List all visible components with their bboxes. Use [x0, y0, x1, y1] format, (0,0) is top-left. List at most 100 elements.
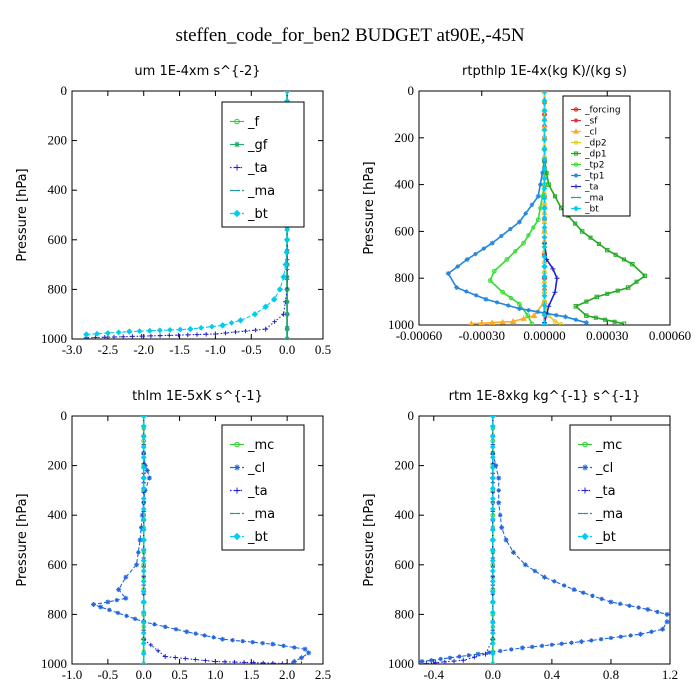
data-point: [298, 661, 304, 664]
data-point: [144, 468, 150, 474]
data-point: [529, 644, 535, 650]
data-point: [541, 263, 548, 270]
data-point: [486, 650, 492, 655]
y-tick-label: 0: [61, 408, 68, 423]
data-point: [433, 660, 438, 664]
legend: _mc _cl _ta _ma _bt: [221, 424, 305, 551]
legend: _f _gf _ta _ma _bt: [221, 101, 305, 228]
data-point: [438, 656, 443, 662]
data-point: [134, 562, 140, 568]
data-point: [270, 660, 275, 664]
series-cl: [91, 450, 312, 664]
legend-swatch-marker: [234, 141, 240, 148]
data-point: [219, 322, 226, 329]
data-point: [499, 318, 506, 325]
data-point: [508, 295, 514, 301]
data-point: [550, 266, 556, 272]
data-point: [423, 661, 429, 664]
data-point: [489, 485, 496, 492]
data-point: [140, 609, 147, 616]
data-point: [193, 657, 198, 662]
chart-panel-1: um 1E-4xm s^{-2} Pressure [hPa] -3.0 -2.5 -2…: [15, 64, 331, 357]
data-point: [156, 327, 163, 334]
data-point: [583, 320, 589, 325]
data-point: [187, 325, 194, 333]
legend-label: _f: [247, 115, 260, 130]
data-point: [636, 605, 641, 610]
data-point: [251, 310, 259, 318]
plot-frame: [71, 90, 324, 340]
data-point: [140, 454, 147, 461]
data-point: [552, 579, 557, 584]
data-point: [489, 444, 496, 450]
data-point: [493, 463, 499, 469]
legend-label: _mc: [595, 438, 622, 453]
chart-title: um 1E-4xm s^{-2}: [134, 64, 260, 79]
data-point: [584, 313, 589, 318]
data-point: [136, 328, 143, 335]
data-point: [489, 568, 496, 574]
legend-entry-f: _f: [230, 115, 260, 130]
data-point: [241, 660, 247, 664]
data-point: [283, 236, 291, 244]
data-point: [140, 640, 147, 647]
data-point: [429, 658, 434, 663]
data-point: [642, 273, 648, 279]
data-point: [306, 650, 312, 656]
data-point: [302, 646, 308, 652]
data-point: [167, 333, 172, 338]
data-point: [573, 304, 579, 309]
data-point: [521, 240, 526, 246]
y-tick-label: 800: [395, 270, 415, 285]
data-point: [457, 654, 462, 659]
data-point: [283, 91, 291, 95]
data-point: [608, 599, 614, 605]
data-point: [280, 273, 287, 281]
data-point: [212, 331, 218, 337]
legend-label: _sf: [584, 117, 598, 127]
data-point: [132, 616, 138, 622]
data-point: [271, 296, 278, 303]
data-point: [162, 654, 168, 660]
data-point: [535, 309, 541, 315]
data-point: [291, 659, 297, 664]
data-point: [634, 279, 639, 284]
data-point: [466, 653, 471, 658]
data-point: [140, 568, 147, 574]
y-tick-label: 400: [395, 507, 415, 522]
data-point: [615, 288, 620, 293]
data-point: [541, 107, 548, 114]
data-point: [184, 629, 190, 635]
legend-swatch-marker: [573, 107, 579, 112]
data-point: [212, 659, 218, 664]
data-point: [541, 204, 548, 212]
legend-swatch-marker: [573, 173, 579, 178]
chart-panel-3: thlm 1E-5xK s^{-1} Pressure [hPa] -1.0 -0.5…: [15, 389, 331, 682]
data-point: [481, 246, 487, 251]
data-point: [451, 658, 457, 664]
data-point: [541, 224, 548, 231]
x-tick-label: 0.4: [544, 667, 561, 682]
data-point: [519, 645, 525, 651]
y-axis-label: Pressure [hPa]: [15, 168, 30, 261]
data-point: [173, 655, 178, 660]
legend-swatch-marker: [233, 209, 241, 218]
data-point: [140, 474, 147, 482]
y-tick-label: 200: [48, 133, 68, 148]
y-axis-label: Pressure [hPa]: [15, 493, 30, 586]
data-point: [233, 329, 238, 335]
data-point: [460, 657, 466, 663]
legend-swatch-marker: [573, 118, 579, 123]
legend-swatch-marker: [572, 128, 580, 134]
data-point: [116, 587, 122, 593]
data-point: [569, 640, 574, 645]
data-point: [589, 638, 594, 643]
data-point: [541, 117, 548, 124]
legend-label: _forcing: [584, 106, 621, 116]
data-point: [541, 195, 548, 202]
data-point: [482, 651, 488, 657]
data-point: [621, 321, 627, 325]
data-point: [140, 588, 147, 595]
data-point: [276, 286, 284, 293]
legend-swatch-marker: [573, 205, 579, 212]
